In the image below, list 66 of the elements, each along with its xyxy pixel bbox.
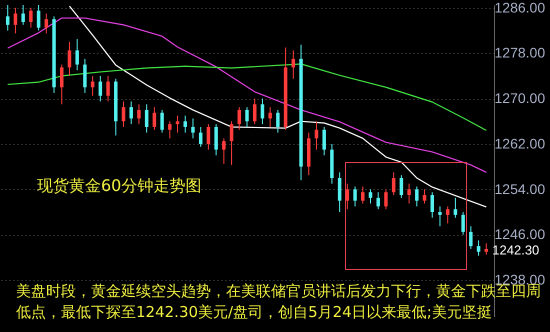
candlestick	[83, 58, 87, 94]
y-tick-label: 1246.00	[494, 226, 546, 242]
candlestick	[252, 98, 256, 125]
candlestick	[44, 13, 48, 34]
y-tick-label: 1262.00	[494, 135, 546, 152]
candlestick	[338, 172, 342, 213]
candlestick	[191, 118, 195, 139]
candlestick	[68, 41, 72, 76]
candlestick	[214, 124, 218, 156]
candlestick	[384, 188, 388, 210]
candlestick	[361, 186, 365, 204]
candlestick	[137, 104, 141, 125]
candlestick	[168, 120, 172, 139]
candlestick	[353, 186, 357, 207]
line-series	[7, 17, 487, 173]
candlestick	[454, 197, 458, 218]
candlestick	[430, 192, 434, 218]
candlestick	[90, 75, 94, 96]
candlestick	[446, 206, 450, 224]
candlestick	[245, 106, 249, 128]
candlestick	[238, 106, 242, 130]
candlestick	[268, 106, 272, 128]
candlestick	[14, 7, 18, 34]
candlestick	[206, 124, 210, 150]
candlestick	[98, 75, 102, 102]
candlestick	[438, 206, 442, 227]
candlestick	[6, 5, 10, 32]
candlestick	[392, 172, 396, 196]
line-series	[7, 63, 487, 131]
candlestick	[198, 126, 202, 148]
candlestick	[292, 50, 296, 80]
text: 现货黄金60分钟走势图	[37, 176, 202, 197]
candlestick	[129, 100, 133, 125]
candlestick	[75, 38, 79, 71]
candlestick	[368, 188, 372, 204]
candlestick	[400, 174, 404, 198]
candlestick	[21, 5, 25, 26]
candlestick	[461, 212, 465, 236]
y-tick-label: 1270.00	[494, 90, 546, 106]
y-tick-label: 1286.00	[494, 0, 546, 16]
annotation: 1242.30	[492, 242, 540, 258]
candlestick	[376, 192, 380, 210]
candlestick	[260, 98, 264, 125]
candlestick	[160, 109, 164, 134]
candlestick	[322, 126, 326, 156]
y-tick-label: 1278.00	[494, 44, 546, 61]
candlestick	[484, 242, 488, 256]
candlestick	[222, 138, 226, 164]
candlestick	[29, 7, 33, 28]
candlestick	[276, 109, 280, 134]
candlestick	[184, 115, 187, 134]
candlestick	[60, 64, 64, 105]
candlestick	[407, 183, 411, 204]
candlestick	[106, 75, 110, 102]
y-tick-label: 1254.00	[494, 180, 546, 197]
candlestick	[314, 120, 318, 150]
candlestick	[152, 106, 156, 130]
candlestick	[422, 188, 426, 204]
candlestick	[469, 226, 473, 250]
candlestick	[476, 240, 480, 256]
candlestick	[36, 5, 40, 32]
candlestick	[122, 100, 126, 128]
candlestick	[144, 104, 148, 134]
candlestick	[415, 186, 419, 207]
line-series	[68, 6, 487, 208]
candlestick	[230, 120, 234, 166]
